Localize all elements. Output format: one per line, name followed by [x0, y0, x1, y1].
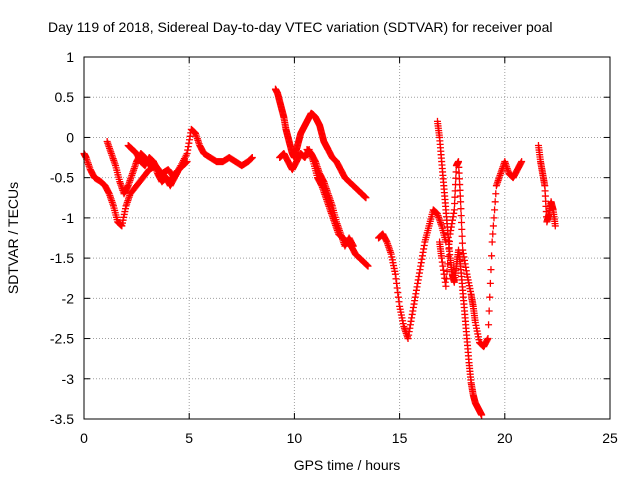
- x-tick-label: 0: [80, 430, 88, 446]
- data-point: [551, 222, 559, 230]
- data-point: [486, 279, 494, 287]
- data-point: [518, 158, 526, 166]
- data-point: [170, 170, 178, 178]
- x-axis-label: GPS time / hours: [294, 457, 401, 473]
- y-axis-label: SDTVAR / TECUs: [5, 182, 21, 294]
- data-point: [451, 200, 459, 208]
- y-tick-label: -1.5: [50, 250, 74, 266]
- x-axis-ticks: 0 5 10 15 20 25: [80, 57, 618, 446]
- y-tick-label: -2.5: [50, 331, 74, 347]
- plot-frame: [83, 56, 611, 420]
- data-point: [349, 242, 357, 250]
- y-tick-label: -3: [62, 371, 75, 387]
- y-tick-label: -0.5: [50, 170, 74, 186]
- data-point: [492, 190, 500, 198]
- data-point: [485, 321, 493, 329]
- data-point: [489, 222, 497, 230]
- x-tick-label: 10: [287, 430, 303, 446]
- y-tick-label: -3.5: [50, 411, 74, 427]
- series-arc9: [436, 158, 526, 351]
- data-point: [485, 307, 493, 315]
- data-point: [362, 194, 370, 202]
- data-point: [458, 232, 466, 240]
- x-tick-label: 20: [497, 430, 513, 446]
- series-arc6: [303, 146, 357, 250]
- data-point: [457, 212, 465, 220]
- y-tick-label: 1: [66, 49, 74, 65]
- data-point: [450, 206, 458, 214]
- series-arc8: [433, 117, 486, 419]
- data-point: [458, 225, 466, 233]
- data-point: [489, 230, 497, 238]
- data-point: [457, 205, 465, 213]
- data-point: [452, 168, 460, 176]
- series-arc4: [271, 85, 370, 202]
- y-tick-label: 0: [66, 129, 74, 145]
- data-point: [478, 411, 486, 419]
- data-point: [248, 154, 256, 162]
- chart-title: Day 119 of 2018, Sidereal Day-to-day VTE…: [48, 19, 552, 35]
- data-point: [451, 193, 459, 201]
- series-arc2: [103, 137, 191, 198]
- x-tick-label: 15: [392, 430, 408, 446]
- data-point: [491, 198, 499, 206]
- data-point: [442, 275, 450, 283]
- y-axis-ticks: 1 0.5 0 -0.5 -1 -1.5 -2 -2.5 -3 -3.5: [50, 49, 610, 427]
- data-point: [444, 260, 452, 268]
- data-point: [458, 218, 466, 226]
- y-tick-label: -2: [62, 290, 75, 306]
- x-tick-label: 25: [602, 430, 618, 446]
- data-point: [445, 237, 453, 245]
- series-arc10: [534, 141, 559, 230]
- data-point: [444, 252, 452, 260]
- series-arc3: [124, 141, 178, 186]
- data-point: [442, 282, 450, 290]
- data-point: [445, 245, 453, 253]
- data-point: [484, 335, 492, 343]
- data-point: [183, 158, 191, 166]
- data-point: [443, 267, 451, 275]
- data-point: [488, 252, 496, 260]
- data-point: [487, 266, 495, 274]
- data-point: [458, 239, 466, 247]
- data-point: [364, 262, 372, 270]
- data-point: [457, 198, 465, 206]
- y-tick-label: 0.5: [55, 89, 75, 105]
- x-tick-label: 5: [185, 430, 193, 446]
- series-arc5: [276, 146, 372, 270]
- data-point: [491, 206, 499, 214]
- data-point: [486, 293, 494, 301]
- series-arc7: [375, 206, 450, 343]
- data-point: [490, 214, 498, 222]
- y-tick-label: -1: [62, 210, 75, 226]
- data-point: [488, 238, 496, 246]
- data-points: [80, 85, 559, 419]
